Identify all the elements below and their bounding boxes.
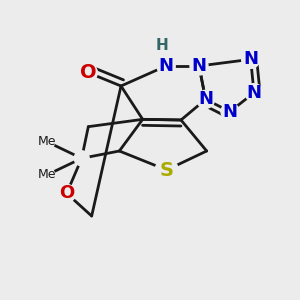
Circle shape (156, 39, 169, 52)
Circle shape (245, 84, 263, 102)
Circle shape (79, 64, 97, 82)
Circle shape (157, 57, 175, 75)
Text: H: H (156, 38, 169, 53)
Circle shape (242, 50, 260, 68)
Text: Me: Me (38, 135, 56, 148)
Circle shape (58, 184, 76, 202)
Circle shape (74, 151, 89, 166)
Text: N: N (243, 50, 258, 68)
Text: N: N (247, 84, 262, 102)
Circle shape (221, 103, 239, 121)
Circle shape (157, 57, 175, 75)
Text: N: N (223, 103, 238, 121)
Text: O: O (59, 184, 74, 202)
Circle shape (190, 57, 208, 75)
Circle shape (197, 90, 215, 108)
Text: N: N (158, 57, 173, 75)
Text: S: S (160, 160, 174, 179)
Text: N: N (191, 57, 206, 75)
Circle shape (155, 159, 178, 182)
Text: O: O (80, 63, 97, 82)
Text: N: N (198, 90, 213, 108)
Circle shape (40, 167, 55, 182)
Circle shape (40, 134, 55, 149)
Text: Me: Me (38, 168, 56, 181)
